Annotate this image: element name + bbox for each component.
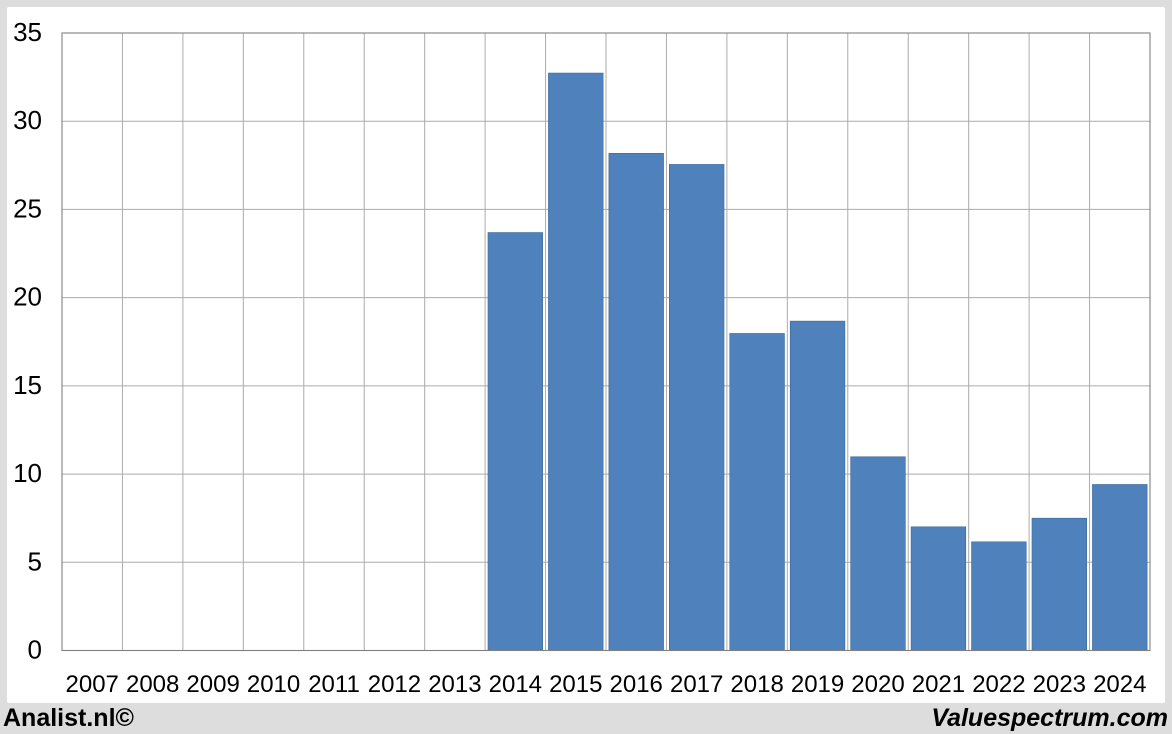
svg-text:2007: 2007 bbox=[66, 671, 119, 698]
svg-text:30: 30 bbox=[13, 105, 42, 135]
svg-text:2023: 2023 bbox=[1033, 671, 1086, 698]
svg-text:5: 5 bbox=[28, 546, 42, 576]
svg-text:15: 15 bbox=[13, 370, 42, 400]
svg-text:2020: 2020 bbox=[851, 671, 904, 698]
svg-text:2010: 2010 bbox=[247, 671, 300, 698]
svg-text:2008: 2008 bbox=[126, 671, 179, 698]
svg-text:2013: 2013 bbox=[428, 671, 481, 698]
svg-text:0: 0 bbox=[28, 635, 42, 665]
svg-text:35: 35 bbox=[13, 17, 42, 47]
svg-text:2021: 2021 bbox=[912, 671, 965, 698]
svg-text:2018: 2018 bbox=[730, 671, 783, 698]
svg-text:2022: 2022 bbox=[972, 671, 1025, 698]
svg-text:2019: 2019 bbox=[791, 671, 844, 698]
svg-text:2024: 2024 bbox=[1093, 671, 1146, 698]
svg-text:2016: 2016 bbox=[610, 671, 663, 698]
svg-text:2015: 2015 bbox=[549, 671, 602, 698]
svg-text:2017: 2017 bbox=[670, 671, 723, 698]
svg-text:2011: 2011 bbox=[308, 671, 360, 698]
svg-text:20: 20 bbox=[13, 282, 42, 312]
svg-text:25: 25 bbox=[13, 193, 42, 223]
svg-text:2009: 2009 bbox=[186, 671, 239, 698]
svg-text:2014: 2014 bbox=[489, 671, 542, 698]
svg-text:10: 10 bbox=[13, 458, 42, 488]
svg-text:2012: 2012 bbox=[368, 671, 421, 698]
